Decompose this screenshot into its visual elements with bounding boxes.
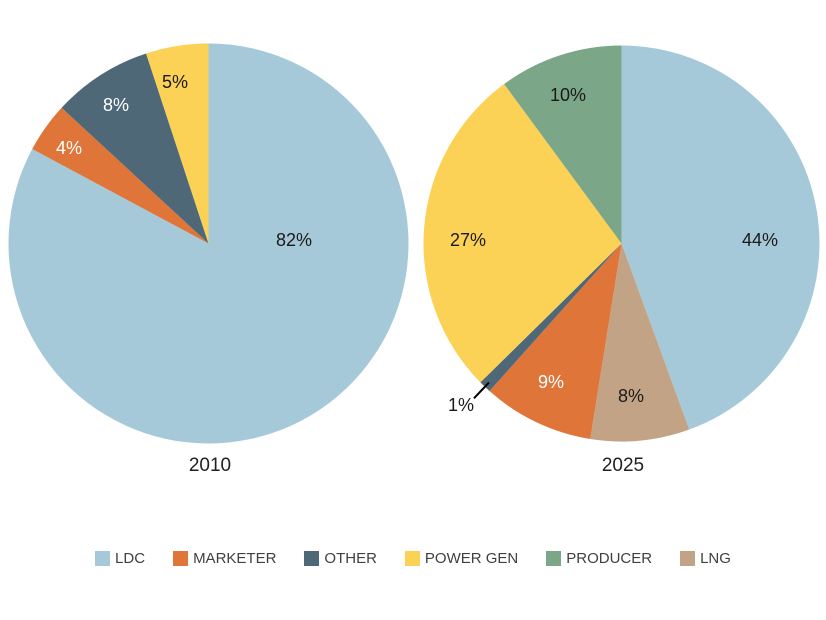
legend-label-other: OTHER xyxy=(324,550,377,567)
legend-item-power-gen: POWER GEN xyxy=(404,550,519,567)
legend-swatch-power-gen xyxy=(404,551,420,566)
pie-slice-2025-power-gen xyxy=(423,84,622,383)
pie-slice-2025-marketer xyxy=(489,243,622,440)
legend-label-producer: PRODUCER xyxy=(566,550,653,567)
slice-label-2025-other: 1% xyxy=(448,395,474,415)
slice-label-2025-power-gen: 27% xyxy=(450,230,486,250)
slice-label-2025-marketer: 9% xyxy=(538,372,564,392)
pie-2010: 82% 4% 8% 5% xyxy=(8,43,409,444)
legend-item-producer: PRODUCER xyxy=(546,550,652,567)
legend-label-power-gen: POWER GEN xyxy=(424,550,519,567)
legend: LDC MARKETER OTHER POWER GEN PRODUCER LN… xyxy=(0,550,826,567)
pie-2025: 44% 8% 9% 1% 27% 10% xyxy=(423,45,820,442)
slice-label-2025-ldc: 44% xyxy=(742,230,778,250)
pie-title-2010: 2010 xyxy=(188,455,232,476)
slice-label-2010-marketer: 4% xyxy=(56,138,82,158)
slice-label-2025-lng: 8% xyxy=(618,386,644,406)
pie-slice-2025-producer xyxy=(504,45,622,244)
legend-swatch-other xyxy=(304,551,320,566)
pie-slice-2010-ldc xyxy=(8,43,409,444)
legend-item-lng: LNG xyxy=(680,550,731,567)
pie-slice-2010-marketer xyxy=(32,107,209,244)
label-leader-line xyxy=(473,381,490,399)
legend-swatch-ldc xyxy=(95,551,111,566)
legend-swatch-producer xyxy=(546,551,562,566)
legend-label-ldc: LDC xyxy=(115,550,146,567)
legend-item-other: OTHER xyxy=(304,550,377,567)
pie-slice-2025-lng xyxy=(590,243,690,442)
slice-label-2010-power-gen: 5% xyxy=(162,72,188,92)
legend-label-marketer: MARKETER xyxy=(193,550,277,567)
legend-item-marketer: MARKETER xyxy=(173,550,276,567)
pie-slice-2010-other xyxy=(61,53,209,244)
legend-label-lng: LNG xyxy=(700,550,731,567)
legend-item-ldc: LDC xyxy=(95,550,145,567)
pie-title-2025: 2025 xyxy=(601,455,645,476)
pie-slice-2025-other xyxy=(480,243,622,392)
legend-swatch-lng xyxy=(680,551,696,566)
slice-label-2010-other: 8% xyxy=(103,95,129,115)
slice-label-2025-producer: 10% xyxy=(550,85,586,105)
pie-slice-2025-ldc xyxy=(621,45,820,430)
slice-label-2010-ldc: 82% xyxy=(276,230,312,250)
pie-slice-2010-power-gen xyxy=(146,43,209,244)
legend-swatch-marketer xyxy=(173,551,189,566)
